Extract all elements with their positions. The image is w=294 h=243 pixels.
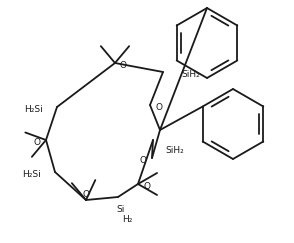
Text: SiH₂: SiH₂ bbox=[165, 146, 184, 155]
Text: O: O bbox=[120, 61, 127, 69]
Text: Si: Si bbox=[116, 205, 124, 214]
Text: O: O bbox=[83, 190, 89, 199]
Text: O: O bbox=[140, 156, 147, 165]
Text: O: O bbox=[155, 103, 162, 112]
Text: O: O bbox=[143, 182, 150, 191]
Text: H₂Si: H₂Si bbox=[22, 170, 41, 179]
Text: H₂Si: H₂Si bbox=[24, 104, 43, 113]
Text: H₂: H₂ bbox=[122, 215, 132, 224]
Text: SiH₂: SiH₂ bbox=[181, 69, 200, 78]
Text: O: O bbox=[34, 138, 41, 147]
